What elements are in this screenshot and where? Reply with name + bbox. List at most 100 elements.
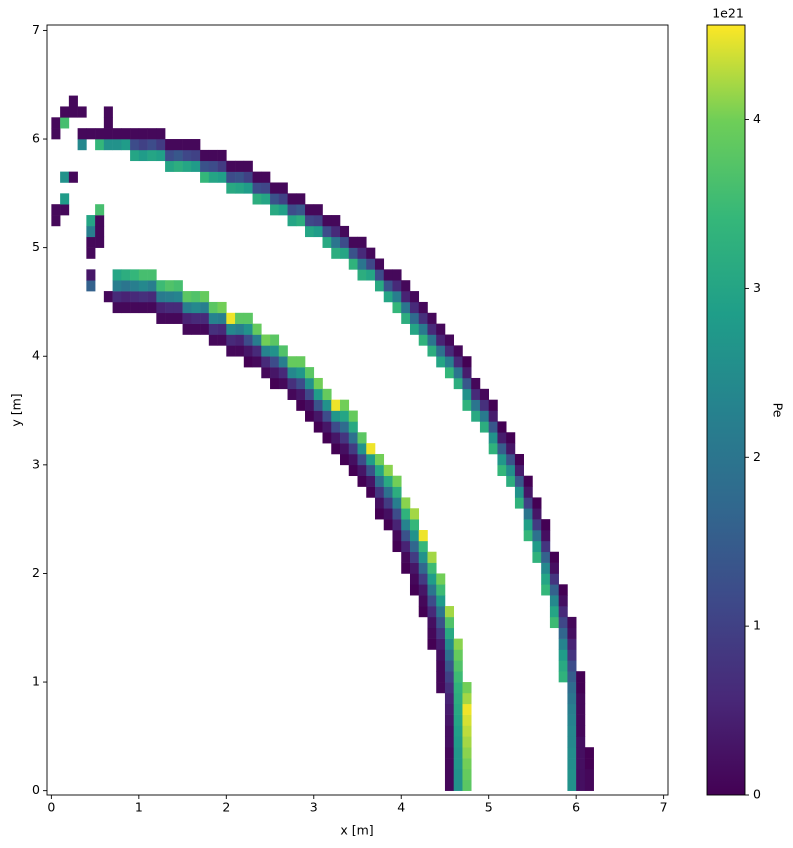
cell: [374, 280, 385, 292]
cell: [514, 453, 524, 466]
cell: [444, 747, 455, 759]
cell: [235, 312, 245, 324]
cell: [383, 464, 393, 477]
y-tick-label: 6: [32, 131, 40, 146]
cell: [453, 758, 463, 770]
cell: [444, 714, 455, 726]
cell: [418, 301, 428, 314]
cell: [506, 475, 516, 487]
cell: [261, 345, 271, 357]
cell: [418, 312, 428, 324]
cell: [453, 768, 463, 781]
cell: [68, 106, 78, 118]
cell: [366, 247, 376, 259]
cell: [305, 215, 315, 227]
cell: [331, 247, 341, 259]
cell: [409, 551, 420, 563]
cell: [191, 312, 201, 324]
cell: [549, 584, 559, 596]
cell: [427, 573, 437, 585]
cell: [278, 356, 288, 368]
cell: [252, 345, 262, 357]
cell: [567, 768, 577, 781]
cell: [576, 682, 586, 694]
cell: [51, 128, 61, 140]
cell: [514, 486, 524, 498]
cell: [523, 530, 533, 542]
cell: [409, 291, 420, 303]
cell: [401, 562, 411, 574]
cell: [95, 225, 105, 238]
cell: [138, 291, 148, 303]
cell: [576, 725, 586, 737]
cell: [156, 280, 166, 292]
cell: [60, 171, 70, 183]
cell: [567, 649, 577, 661]
cell: [77, 139, 87, 151]
cell: [576, 779, 586, 791]
cell: [418, 540, 428, 553]
cell: [121, 269, 131, 281]
cell: [313, 215, 323, 227]
cell: [340, 421, 350, 433]
cell: [313, 399, 323, 411]
cell: [409, 323, 420, 335]
cell: [173, 149, 183, 162]
cell: [51, 215, 61, 227]
cell: [392, 519, 402, 531]
cell: [86, 225, 96, 238]
cell: [243, 160, 253, 172]
cell: [576, 747, 586, 759]
cell: [576, 692, 586, 705]
cell: [226, 182, 236, 194]
cell: [584, 779, 594, 791]
cell: [436, 334, 446, 346]
cell: [147, 280, 157, 292]
cell: [173, 312, 183, 324]
cell: [453, 682, 463, 694]
cell: [173, 160, 183, 172]
cell: [401, 291, 411, 303]
cell: [235, 160, 245, 172]
cell: [235, 182, 245, 194]
cell: [584, 768, 594, 781]
cell: [567, 747, 577, 759]
cell: [462, 682, 472, 694]
cell: [60, 106, 70, 118]
cell: [138, 149, 148, 162]
cell: [453, 377, 463, 390]
cell: [462, 725, 472, 737]
cell: [322, 225, 332, 238]
cell: [558, 616, 568, 629]
cell: [296, 377, 306, 390]
cell: [226, 312, 236, 324]
cell: [506, 432, 516, 444]
cell: [576, 703, 586, 715]
cell: [436, 595, 446, 607]
cell: [313, 204, 323, 216]
cell: [200, 312, 210, 324]
cell: [173, 280, 183, 292]
cell: [208, 160, 218, 172]
cell: [112, 269, 122, 281]
cell: [409, 508, 420, 520]
x-tick-label: 6: [572, 800, 580, 815]
cell: [506, 464, 516, 477]
cell: [584, 747, 594, 759]
cell: [453, 747, 463, 759]
cell: [453, 660, 463, 672]
cell: [532, 530, 542, 542]
cell: [243, 323, 253, 335]
cell: [436, 649, 446, 661]
cell: [444, 627, 455, 639]
cell: [252, 182, 262, 194]
cell: [331, 410, 341, 422]
cell: [261, 334, 271, 346]
cell: [401, 530, 411, 542]
cell: [68, 171, 78, 183]
cell: [436, 584, 446, 596]
cell: [392, 280, 402, 292]
colorbar-tick-label: 0: [753, 787, 761, 802]
cell: [453, 638, 463, 650]
cell: [532, 540, 542, 553]
